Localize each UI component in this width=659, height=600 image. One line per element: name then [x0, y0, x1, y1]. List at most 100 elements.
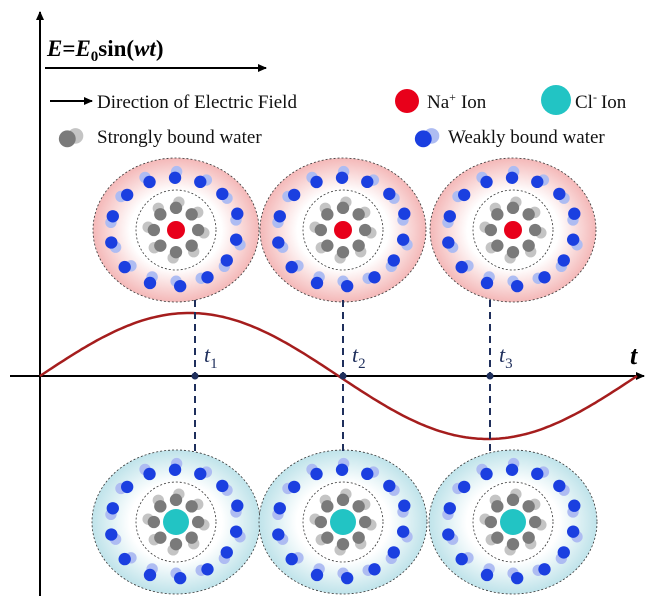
water-o	[144, 569, 156, 581]
water-o	[491, 239, 503, 251]
time-sub: 3	[505, 356, 513, 372]
water-o	[337, 494, 349, 506]
na-symbol: Na	[427, 92, 450, 113]
water-o	[567, 525, 579, 537]
cl-cluster	[259, 450, 427, 594]
water-o	[336, 172, 348, 184]
water-o	[169, 464, 181, 476]
water-o	[170, 538, 182, 550]
water-o	[315, 516, 327, 528]
water-o	[444, 210, 456, 222]
water-o	[456, 553, 468, 565]
water-o	[415, 130, 432, 147]
water-o	[341, 280, 353, 292]
water-o	[148, 224, 160, 236]
water-o	[119, 261, 131, 273]
water-o	[531, 468, 543, 480]
water-o	[458, 189, 470, 201]
water-o	[169, 172, 181, 184]
water-o	[538, 563, 550, 575]
ion	[167, 221, 185, 239]
water-o	[456, 261, 468, 273]
water-o	[485, 516, 497, 528]
water-o	[148, 516, 160, 528]
water-o	[398, 208, 410, 220]
time-dot	[192, 373, 199, 380]
time-dot	[340, 373, 347, 380]
water-o	[481, 277, 493, 289]
water-o	[107, 502, 119, 514]
time-sub: 2	[358, 356, 366, 372]
water-o	[337, 246, 349, 258]
water-o	[491, 208, 503, 220]
water-o	[568, 500, 580, 512]
eq-part: E	[74, 36, 90, 61]
water-o	[288, 189, 300, 201]
water-o	[511, 280, 523, 292]
legend-strong: Strongly bound water	[97, 127, 262, 148]
water-o	[397, 233, 409, 245]
water-o	[272, 236, 284, 248]
na-icon	[395, 89, 419, 113]
water-o	[59, 130, 76, 147]
page: {"equation": {"field": "E", "equals": "=…	[0, 0, 659, 600]
water-o	[538, 271, 550, 283]
water-o	[388, 254, 400, 266]
water-o	[121, 189, 133, 201]
water-o	[336, 464, 348, 476]
time-dot	[487, 373, 494, 380]
water-o	[185, 208, 197, 220]
water-o	[321, 208, 333, 220]
water-o	[383, 188, 395, 200]
water-o	[192, 516, 204, 528]
eq-part: E	[46, 36, 62, 61]
water-o	[216, 188, 228, 200]
water-o	[230, 233, 242, 245]
water-o	[507, 494, 519, 506]
water-o	[567, 233, 579, 245]
cl-charge: -	[593, 90, 597, 104]
water-o	[481, 569, 493, 581]
water-o	[194, 176, 206, 188]
na-cluster	[93, 158, 259, 302]
water-o	[388, 546, 400, 558]
na-charge: +	[449, 90, 456, 104]
water-o	[272, 528, 284, 540]
water-o	[337, 538, 349, 550]
cl-symbol: Cl	[575, 92, 593, 113]
water-o	[485, 224, 497, 236]
ion	[163, 509, 189, 535]
water-o	[185, 531, 197, 543]
water-o	[321, 239, 333, 251]
water-o	[170, 202, 182, 214]
water-o	[286, 261, 298, 273]
eq-part: sin(	[98, 36, 134, 61]
water-o	[310, 468, 322, 480]
water-o	[170, 246, 182, 258]
water-o	[174, 572, 186, 584]
water-o	[359, 516, 371, 528]
water-o	[458, 481, 470, 493]
water-o	[274, 502, 286, 514]
water-o	[491, 531, 503, 543]
time-label: t1	[204, 342, 218, 372]
water-o	[154, 239, 166, 251]
water-o	[288, 481, 300, 493]
water-o	[105, 236, 117, 248]
eq-part: =	[62, 36, 75, 61]
ion	[334, 221, 352, 239]
water-o	[216, 480, 228, 492]
water-o	[506, 464, 518, 476]
water-o	[558, 546, 570, 558]
time-sub: 1	[210, 356, 218, 372]
water-o	[522, 500, 534, 512]
water-o	[480, 176, 492, 188]
time-label: t2	[352, 342, 366, 372]
water-o	[522, 531, 534, 543]
water-o	[194, 468, 206, 480]
water-o	[442, 236, 454, 248]
water-o	[143, 176, 155, 188]
water-o	[529, 224, 541, 236]
water-o	[144, 277, 156, 289]
